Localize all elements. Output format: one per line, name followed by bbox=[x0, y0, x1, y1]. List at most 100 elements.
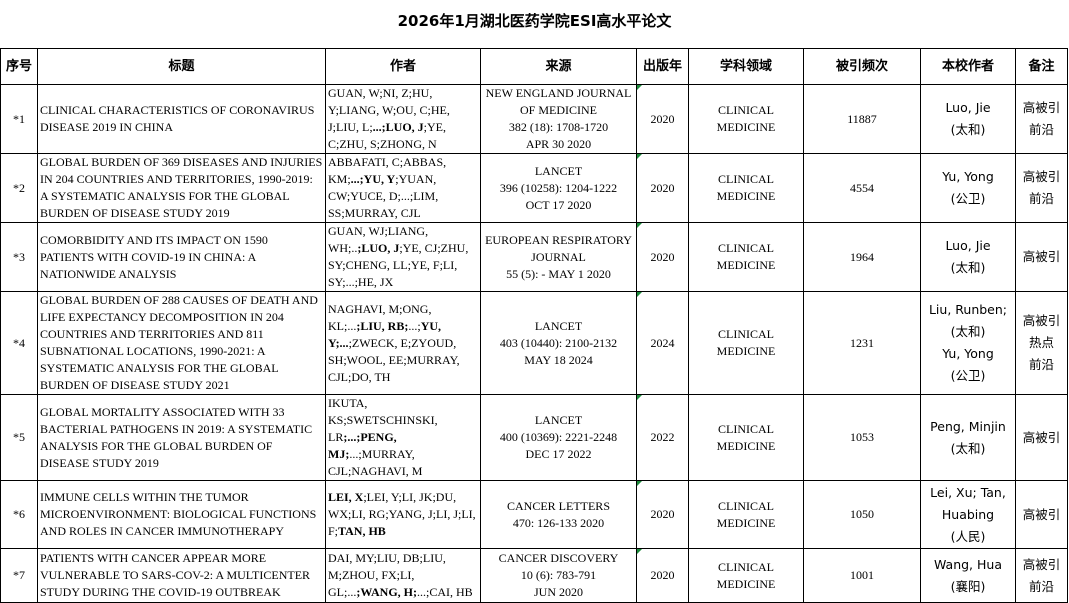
school-authors-cell: Lei, Xu; Tan, Huabing (人民) bbox=[920, 480, 1016, 549]
source-line: 470: 126-133 2020 bbox=[512, 515, 605, 530]
school-author-line: Peng, Minjin bbox=[930, 418, 1006, 434]
author-text: GUAN, WJ;LIANG, WH;.. bbox=[328, 224, 429, 255]
row-number: *4 bbox=[0, 291, 38, 395]
school-author-line: Yu, Yong bbox=[942, 346, 994, 361]
table-row: *6 IMMUNE CELLS WITHIN THE TUMOR MICROENV… bbox=[0, 480, 1068, 549]
source-line: 403 (10440): 2100-2132 bbox=[499, 335, 618, 350]
author-text: ;ZWECK, E;ZYOUD, SH;WOOL, EE;MURRAY, CJL… bbox=[328, 335, 460, 384]
cell-comment-marker-icon bbox=[637, 85, 642, 90]
remarks-cell: 高被引 前沿 bbox=[1015, 153, 1068, 223]
author-text: IKUTA, KS;SWETSCHINSKI, LR bbox=[328, 396, 438, 444]
school-author-line: (太和) bbox=[950, 440, 986, 456]
citation-count: 1001 bbox=[803, 548, 921, 603]
school-author-line: (公卫) bbox=[950, 368, 986, 383]
school-authors-cell: Yu, Yong (公卫) bbox=[920, 153, 1016, 223]
publication-year: 2020 bbox=[636, 548, 689, 603]
author-text: DAI, MY;LIU, DB;LIU, M;ZHOU, FX;LI, GL;.… bbox=[328, 551, 446, 599]
source-line: DEC 17 2022 bbox=[525, 447, 592, 461]
row-number: *2 bbox=[0, 153, 38, 223]
remarks-cell: 高被引 bbox=[1015, 480, 1068, 549]
author-text: GUAN, W;NI, Z;HU, Y;LIANG, W;OU, C;HE, J… bbox=[328, 86, 450, 134]
paper-title: PATIENTS WITH CANCER APPEAR MORE VULNERA… bbox=[37, 548, 326, 603]
page-title: 2026年1月湖北医药学院ESI高水平论文 bbox=[397, 12, 672, 30]
row-number: *7 bbox=[0, 548, 38, 603]
header-year: 出版年 bbox=[636, 48, 689, 85]
remark-tag: 高被引 bbox=[1022, 249, 1061, 264]
school-author-line: (人民) bbox=[950, 528, 986, 544]
remark-tag: 前沿 bbox=[1028, 191, 1054, 206]
authors-cell: IKUTA, KS;SWETSCHINSKI, LR;...;PENG, MJ;… bbox=[325, 394, 481, 481]
author-highlight: ...;LUO, J bbox=[372, 120, 424, 134]
table-row: *3 COMORBIDITY AND ITS IMPACT ON 1590 PAT… bbox=[0, 222, 1068, 292]
remark-tag: 前沿 bbox=[1028, 122, 1054, 137]
school-author-line: (太和) bbox=[950, 260, 986, 275]
header-cites: 被引频次 bbox=[803, 48, 921, 85]
author-highlight: TAN, HB bbox=[338, 524, 386, 538]
remark-tag: 前沿 bbox=[1028, 578, 1054, 594]
author-highlight: ;...;PENG, MJ; bbox=[328, 430, 397, 461]
remarks-cell: 高被引 前沿 bbox=[1015, 548, 1068, 603]
school-authors-cell: Liu, Runben; (太和) Yu, Yong (公卫) bbox=[920, 291, 1016, 395]
publication-year: 2020 bbox=[636, 84, 689, 154]
authors-cell: NAGHAVI, M;ONG, KL;...;LIU, RB;...;YU, Y… bbox=[325, 291, 481, 395]
remark-tag: 高被引 bbox=[1022, 313, 1061, 328]
header-title: 标题 bbox=[37, 48, 326, 85]
source-line: NEW ENGLAND JOURNAL OF MEDICINE bbox=[485, 86, 632, 117]
cell-comment-marker-icon bbox=[637, 395, 642, 400]
author-highlight: LEI, X bbox=[328, 490, 364, 504]
source-cell: CANCER DISCOVERY 10 (6): 783-791 JUN 2020 bbox=[480, 548, 637, 603]
cell-comment-marker-icon bbox=[637, 481, 642, 486]
remarks-cell: 高被引 bbox=[1015, 394, 1068, 481]
source-line: 10 (6): 783-791 bbox=[520, 568, 597, 582]
remark-tag: 高被引 bbox=[1022, 556, 1061, 572]
header-school-authors: 本校作者 bbox=[920, 48, 1016, 85]
author-highlight: ...;YU, Y bbox=[350, 172, 396, 186]
author-text: NAGHAVI, M;ONG, KL;... bbox=[328, 301, 432, 333]
subject-field: CLINICAL MEDICINE bbox=[688, 84, 804, 154]
school-author-line: (太和) bbox=[950, 324, 986, 339]
paper-title: GLOBAL BURDEN OF 288 CAUSES OF DEATH AND… bbox=[37, 291, 326, 395]
source-cell: LANCET 400 (10369): 2221-2248 DEC 17 2022 bbox=[480, 394, 637, 481]
source-cell: CANCER LETTERS 470: 126-133 2020 bbox=[480, 480, 637, 549]
school-authors-cell: Wang, Hua (襄阳) bbox=[920, 548, 1016, 603]
authors-cell: GUAN, W;NI, Z;HU, Y;LIANG, W;OU, C;HE, J… bbox=[325, 84, 481, 154]
papers-table: 序号 标题 作者 来源 出版年 学科领域 被引频次 本校作者 备注 *1 CLIN… bbox=[0, 48, 1068, 603]
header-source: 来源 bbox=[480, 48, 637, 85]
cell-comment-marker-icon bbox=[637, 154, 642, 159]
row-number: *5 bbox=[0, 394, 38, 481]
author-text: ...; bbox=[408, 318, 421, 333]
row-number: *6 bbox=[0, 480, 38, 549]
authors-cell: LEI, X;LEI, Y;LI, JK;DU, WX;LI, RG;YANG,… bbox=[325, 480, 481, 549]
school-author-line: Liu, Runben; bbox=[928, 302, 1008, 317]
citation-count: 11887 bbox=[803, 84, 921, 154]
source-line: LANCET bbox=[534, 163, 583, 178]
header-field: 学科领域 bbox=[688, 48, 804, 85]
author-text: ...;CAI, HB bbox=[417, 585, 473, 599]
citation-count: 1964 bbox=[803, 222, 921, 292]
header-no: 序号 bbox=[0, 48, 38, 85]
subject-field: CLINICAL MEDICINE bbox=[688, 222, 804, 292]
subject-field: CLINICAL MEDICINE bbox=[688, 394, 804, 481]
citation-count: 4554 bbox=[803, 153, 921, 223]
source-line: 400 (10369): 2221-2248 bbox=[499, 430, 618, 444]
source-line: APR 30 2020 bbox=[525, 137, 592, 151]
source-line: MAY 18 2024 bbox=[524, 352, 593, 367]
header-remarks: 备注 bbox=[1015, 48, 1068, 85]
school-author-line: Huabing bbox=[941, 506, 995, 522]
source-line: EUROPEAN RESPIRATORY JOURNAL bbox=[485, 232, 632, 264]
source-cell: NEW ENGLAND JOURNAL OF MEDICINE 382 (18):… bbox=[480, 84, 637, 154]
cell-comment-marker-icon bbox=[637, 549, 642, 554]
school-author-line: (太和) bbox=[950, 122, 986, 137]
author-text: ;YE, C;ZHU, S;ZHONG, N bbox=[328, 120, 447, 151]
authors-cell: ABBAFATI, C;ABBAS, KM;...;YU, Y;YUAN, CW… bbox=[325, 153, 481, 223]
remark-tag: 高被引 bbox=[1022, 429, 1061, 445]
subject-field: CLINICAL MEDICINE bbox=[688, 291, 804, 395]
authors-cell: GUAN, WJ;LIANG, WH;..;LUO, J;YE, CJ;ZHU,… bbox=[325, 222, 481, 292]
table-row: *1 CLINICAL CHARACTERISTICS OF CORONAVIRU… bbox=[0, 84, 1068, 154]
table-row: *5 GLOBAL MORTALITY ASSOCIATED WITH 33 BA… bbox=[0, 394, 1068, 481]
row-number: *3 bbox=[0, 222, 38, 292]
school-authors-cell: Luo, Jie (太和) bbox=[920, 222, 1016, 292]
paper-title: GLOBAL MORTALITY ASSOCIATED WITH 33 BACT… bbox=[37, 394, 326, 481]
source-line: LANCET bbox=[534, 318, 583, 333]
publication-year: 2022 bbox=[636, 394, 689, 481]
